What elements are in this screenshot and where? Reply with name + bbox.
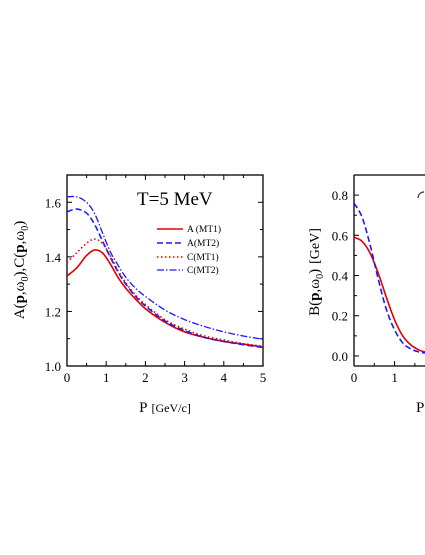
left-y-tick-label: 1.6 xyxy=(45,195,62,210)
left-y-tick-label: 1.0 xyxy=(45,359,61,374)
right-x-axis-title: P xyxy=(416,400,424,416)
right-chart-panel: 0 1 0.0 0.2 0.4 0.6 0.8 P B(p,ω0)[GeV] xyxy=(307,174,425,416)
right-x-tick-label: 1 xyxy=(391,370,398,385)
right-series-line-1 xyxy=(354,236,425,353)
left-y-tick-label: 1.4 xyxy=(45,250,62,265)
left-series-line-3 xyxy=(67,238,263,348)
legend-label-a-mt2: A(MT2) xyxy=(187,238,219,249)
left-y-axis-title: A(p,ω0),C(p,ω0) xyxy=(12,221,31,320)
right-axis-ticks: 0 1 0.0 0.2 0.4 0.6 0.8 xyxy=(332,188,416,385)
temperature-annotation: T=5 MeV xyxy=(137,189,213,210)
right-y-axis-title: B(p,ω0)[GeV] xyxy=(307,228,326,316)
left-x-tick-label: 1 xyxy=(103,370,110,385)
legend-label-a-mt1: A (MT1) xyxy=(187,224,221,235)
left-series-line-2 xyxy=(67,208,263,349)
left-x-tick-label: 0 xyxy=(64,370,71,385)
right-series-line-2 xyxy=(354,202,425,354)
left-x-tick-label: 3 xyxy=(181,370,188,385)
left-x-tick-label: 5 xyxy=(260,370,267,385)
left-series-line-4 xyxy=(67,195,263,340)
legend-label-c-mt2: C(MT2) xyxy=(187,265,219,276)
right-y-tick-label: 0.4 xyxy=(332,269,349,284)
right-y-tick-label: 0.8 xyxy=(332,188,348,203)
left-x-tick-label: 2 xyxy=(142,370,149,385)
left-axis-ticks: 0 1 2 3 4 5 1.0 1.2 1.4 1.6 xyxy=(45,175,267,385)
legend-fragment-mark xyxy=(417,191,425,199)
right-y-tick-label: 0.6 xyxy=(332,228,349,243)
right-x-tick-label: 0 xyxy=(351,370,358,385)
legend: A (MT1) A(MT2) C(MT1) C(MT2) xyxy=(157,224,221,276)
right-series-lines xyxy=(354,202,425,354)
left-x-tick-label: 4 xyxy=(221,370,228,385)
left-chart-panel: 0 1 2 3 4 5 1.0 1.2 1.4 1.6 T=5 MeV A (MT1) A(MT2… xyxy=(12,174,267,416)
legend-label-c-mt1: C(MT1) xyxy=(187,252,219,263)
right-y-tick-label: 0.0 xyxy=(332,349,348,364)
left-y-tick-label: 1.2 xyxy=(45,304,61,319)
right-y-tick-label: 0.2 xyxy=(332,309,348,324)
left-series-lines xyxy=(67,195,263,349)
left-series-line-1 xyxy=(67,249,263,348)
left-x-axis-title: P [GeV/c] xyxy=(139,400,191,416)
